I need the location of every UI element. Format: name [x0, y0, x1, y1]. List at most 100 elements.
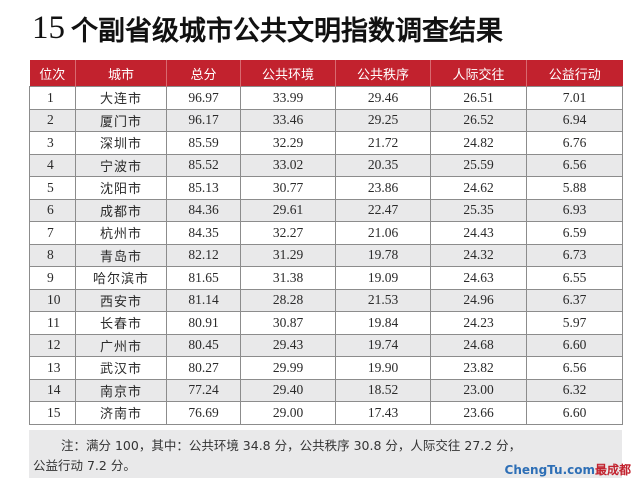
cell-interpersonal: 24.32: [430, 243, 527, 267]
cell-public-order: 19.74: [335, 333, 431, 357]
cell-public-order: 21.53: [335, 288, 431, 312]
cell-interpersonal: 23.00: [430, 378, 527, 402]
cell-public-welfare: 6.60: [526, 401, 623, 425]
cell-city: 广州市: [75, 333, 167, 357]
cell-rank: 12: [29, 333, 76, 357]
cell-total: 81.65: [166, 266, 241, 290]
cell-public-order: 21.72: [335, 131, 431, 155]
cell-public-order: 18.52: [335, 378, 431, 402]
site-watermark: ChengTu.com最成都: [505, 461, 631, 478]
cell-interpersonal: 24.68: [430, 333, 527, 357]
column-header-rank: 位次: [29, 60, 76, 87]
cell-interpersonal: 26.51: [430, 86, 527, 110]
cell-rank: 3: [29, 131, 76, 155]
cell-public-order: 22.47: [335, 198, 431, 222]
table-header-row: 位次 城市 总分 公共环境 公共秩序 人际交往 公益行动: [29, 60, 623, 87]
cell-total: 80.27: [166, 356, 241, 380]
cell-public-environment: 32.29: [240, 131, 336, 155]
cell-public-welfare: 5.97: [526, 311, 623, 335]
table-row: 10 西安市 81.14 28.28 21.53 24.96 6.37: [29, 288, 623, 312]
column-header-interpersonal: 人际交往: [430, 60, 527, 87]
cell-rank: 11: [29, 311, 76, 335]
cell-public-order: 19.78: [335, 243, 431, 267]
cell-public-order: 21.06: [335, 221, 431, 245]
cell-public-welfare: 5.88: [526, 176, 623, 200]
cell-total: 81.14: [166, 288, 241, 312]
table-body: 1 大连市 96.97 33.99 29.46 26.51 7.01 2 厦门市 96.17 33.…: [29, 86, 623, 425]
cell-public-welfare: 6.32: [526, 378, 623, 402]
cell-public-welfare: 6.76: [526, 131, 623, 155]
cell-rank: 8: [29, 243, 76, 267]
cell-public-welfare: 6.94: [526, 108, 623, 132]
cell-rank: 6: [29, 198, 76, 222]
cell-public-environment: 31.38: [240, 266, 336, 290]
cell-interpersonal: 24.62: [430, 176, 527, 200]
cell-rank: 4: [29, 153, 76, 177]
table-row: 7 杭州市 84.35 32.27 21.06 24.43 6.59: [29, 221, 623, 245]
cell-city: 厦门市: [75, 108, 167, 132]
title-text: 个副省级城市公共文明指数调查结果: [71, 15, 503, 47]
cell-total: 76.69: [166, 401, 241, 425]
cell-public-environment: 30.77: [240, 176, 336, 200]
ranking-table: 位次 城市 总分 公共环境 公共秩序 人际交往 公益行动 1 大连市 96.97 33…: [29, 60, 623, 425]
cell-interpersonal: 24.23: [430, 311, 527, 335]
cell-city: 济南市: [75, 401, 167, 425]
cell-total: 80.45: [166, 333, 241, 357]
cell-city: 长春市: [75, 311, 167, 335]
cell-interpersonal: 24.82: [430, 131, 527, 155]
cell-rank: 14: [29, 378, 76, 402]
cell-public-order: 17.43: [335, 401, 431, 425]
column-header-public-welfare: 公益行动: [526, 60, 623, 87]
cell-total: 96.17: [166, 108, 241, 132]
cell-rank: 2: [29, 108, 76, 132]
cell-public-environment: 30.87: [240, 311, 336, 335]
column-header-city: 城市: [75, 60, 167, 87]
cell-public-environment: 33.46: [240, 108, 336, 132]
cell-rank: 13: [29, 356, 76, 380]
column-header-total: 总分: [166, 60, 241, 87]
cell-public-order: 23.86: [335, 176, 431, 200]
table-row: 3 深圳市 85.59 32.29 21.72 24.82 6.76: [29, 131, 623, 155]
table-row: 14 南京市 77.24 29.40 18.52 23.00 6.32: [29, 378, 623, 402]
cell-public-order: 19.09: [335, 266, 431, 290]
cell-interpersonal: 24.43: [430, 221, 527, 245]
table-row: 4 宁波市 85.52 33.02 20.35 25.59 6.56: [29, 153, 623, 177]
cell-public-environment: 29.99: [240, 356, 336, 380]
cell-total: 82.12: [166, 243, 241, 267]
table-row: 1 大连市 96.97 33.99 29.46 26.51 7.01: [29, 86, 623, 110]
watermark-chinese: 最成都: [594, 463, 631, 477]
cell-public-welfare: 6.59: [526, 221, 623, 245]
cell-public-order: 29.25: [335, 108, 431, 132]
footnote-line-1: 注：满分 100，其中：公共环境 34.8 分，公共秩序 30.8 分，人际交往…: [61, 438, 522, 453]
cell-rank: 10: [29, 288, 76, 312]
cell-total: 84.36: [166, 198, 241, 222]
cell-city: 深圳市: [75, 131, 167, 155]
cell-interpersonal: 24.96: [430, 288, 527, 312]
cell-city: 成都市: [75, 198, 167, 222]
cell-city: 宁波市: [75, 153, 167, 177]
cell-city: 杭州市: [75, 221, 167, 245]
cell-city: 西安市: [75, 288, 167, 312]
cell-public-welfare: 6.37: [526, 288, 623, 312]
table-row: 13 武汉市 80.27 29.99 19.90 23.82 6.56: [29, 356, 623, 380]
cell-public-welfare: 6.55: [526, 266, 623, 290]
cell-interpersonal: 25.35: [430, 198, 527, 222]
table-row: 15 济南市 76.69 29.00 17.43 23.66 6.60: [29, 401, 623, 425]
cell-public-welfare: 7.01: [526, 86, 623, 110]
cell-total: 84.35: [166, 221, 241, 245]
table-row: 2 厦门市 96.17 33.46 29.25 26.52 6.94: [29, 108, 623, 132]
cell-city: 大连市: [75, 86, 167, 110]
page-title: 15 个副省级城市公共文明指数调查结果: [32, 6, 632, 50]
cell-interpersonal: 23.66: [430, 401, 527, 425]
cell-public-environment: 29.43: [240, 333, 336, 357]
cell-total: 96.97: [166, 86, 241, 110]
cell-total: 85.59: [166, 131, 241, 155]
cell-city: 青岛市: [75, 243, 167, 267]
column-header-public-order: 公共秩序: [335, 60, 431, 87]
cell-rank: 5: [29, 176, 76, 200]
cell-rank: 15: [29, 401, 76, 425]
cell-public-environment: 28.28: [240, 288, 336, 312]
cell-city: 南京市: [75, 378, 167, 402]
table-row: 12 广州市 80.45 29.43 19.74 24.68 6.60: [29, 333, 623, 357]
cell-total: 80.91: [166, 311, 241, 335]
